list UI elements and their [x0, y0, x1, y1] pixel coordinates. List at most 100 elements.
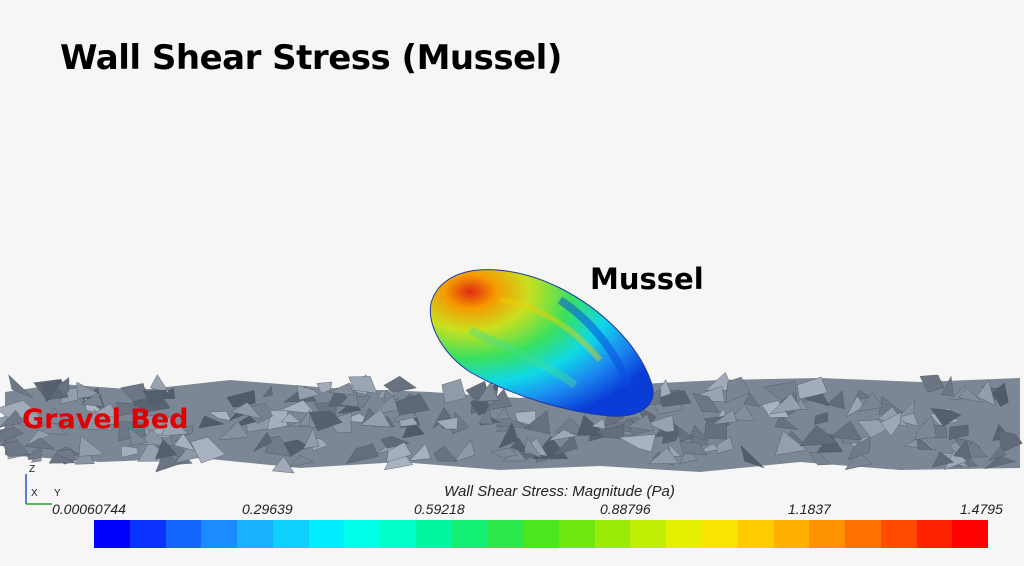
colorbar-tick: 0.88796: [600, 501, 651, 517]
gravel-facet: [769, 393, 802, 415]
colorbar-swatch: [523, 520, 559, 548]
gravel-facet: [271, 455, 295, 474]
gravel-facet: [692, 392, 720, 413]
gravel-facet: [173, 432, 196, 451]
gravel-facet: [844, 451, 873, 471]
gravel-facet: [190, 436, 226, 464]
gravel-facet: [728, 404, 756, 422]
colorbar-swatch: [272, 520, 309, 548]
gravel-bed-label: Gravel Bed: [22, 404, 189, 435]
gravel-facet: [897, 399, 916, 418]
gravel-facet: [436, 417, 459, 430]
gravel-facet: [116, 402, 148, 417]
gravel-facet: [78, 409, 115, 431]
colorbar-swatch: [809, 520, 846, 548]
colorbar-swatch: [630, 520, 667, 548]
gravel-facet: [679, 441, 708, 455]
gravel-facet: [930, 408, 962, 427]
gravel-facet: [523, 410, 551, 435]
colorbar-swatch: [702, 520, 738, 548]
colorbar-swatch: [916, 520, 953, 548]
gravel-facet: [774, 430, 808, 456]
gravel-facet: [46, 407, 68, 424]
gravel-facet: [914, 415, 937, 441]
figure-title: Wall Shear Stress (Mussel): [60, 38, 562, 78]
gravel-facet: [78, 435, 105, 457]
colorbar-tick: 0.29639: [242, 501, 293, 517]
gravel-facet: [847, 436, 870, 460]
gravel-facet: [716, 436, 734, 454]
gravel-facet: [280, 412, 303, 424]
gravel-facet: [987, 445, 1006, 462]
colorbar-title: Wall Shear Stress: Magnitude (Pa): [444, 483, 675, 500]
gravel-facet: [142, 389, 168, 407]
gravel-facet: [478, 405, 494, 425]
gravel-facet: [469, 401, 488, 416]
colorbar: [94, 520, 989, 548]
gravel-facet: [230, 402, 263, 420]
gravel-facet: [253, 432, 273, 452]
gravel-facet: [916, 434, 934, 450]
gravel-facet: [953, 440, 972, 459]
gravel-facet: [289, 455, 315, 468]
colorbar-swatch: [94, 520, 130, 548]
colorbar-swatch: [237, 520, 273, 548]
gravel-facet: [992, 382, 1009, 407]
gravel-facet: [399, 417, 419, 427]
gravel-facet: [774, 415, 799, 430]
gravel-facet: [976, 379, 996, 407]
gravel-facet: [476, 381, 499, 402]
gravel-facet: [2, 440, 31, 458]
gravel-facet: [826, 390, 845, 410]
gravel-facet: [348, 376, 378, 394]
axis-z-label: Z: [29, 464, 36, 475]
gravel-facet: [808, 451, 832, 466]
gravel-facet: [441, 378, 467, 404]
gravel-facet: [198, 415, 225, 429]
colorbar-tick: 1.4795: [960, 501, 1003, 517]
gravel-facet: [120, 445, 139, 458]
gravel-facet: [120, 383, 148, 402]
gravel-facet: [880, 411, 902, 437]
gravel-facet: [296, 384, 320, 401]
gravel-facet: [948, 424, 969, 441]
gravel-facet: [402, 417, 425, 439]
gravel-facet: [626, 414, 655, 432]
gravel-facet: [56, 377, 70, 397]
gravel-facet: [11, 411, 46, 429]
gravel-facet: [383, 375, 417, 393]
axis-y-label: Y: [54, 488, 61, 499]
gravel-facet: [498, 422, 519, 449]
gravel-facet: [857, 392, 884, 412]
gravel-facet: [829, 420, 863, 441]
gravel-facet: [328, 382, 355, 396]
colorbar-swatch: [487, 520, 524, 548]
gravel-facet: [648, 447, 680, 465]
gravel-facet: [262, 385, 273, 398]
colorbar-tick: 0.00060744: [52, 501, 126, 517]
gravel-facet: [547, 429, 578, 442]
axes-triad: Z X Y: [18, 462, 68, 517]
gravel-facet: [523, 436, 543, 459]
gravel-facet: [997, 429, 1023, 453]
gravel-facet: [725, 376, 751, 404]
colorbar-swatch: [201, 520, 238, 548]
axis-x-label: X: [31, 488, 38, 499]
gravel-facet: [552, 434, 578, 457]
gravel-facet: [161, 416, 189, 437]
gravel-facet: [676, 425, 694, 443]
colorbar-tick: 1.1837: [788, 501, 831, 517]
gravel-facet: [303, 428, 320, 449]
gravel-facet: [208, 410, 232, 421]
gravel-facet: [345, 443, 379, 464]
colorbar-swatch: [415, 520, 452, 548]
gravel-facet: [386, 442, 413, 463]
gravel-facet: [618, 434, 656, 453]
colorbar-swatch: [344, 520, 381, 548]
gravel-facet: [218, 420, 249, 441]
gravel-facet: [845, 395, 865, 418]
gravel-facet: [359, 408, 391, 428]
gravel-facet: [931, 451, 955, 468]
gravel-facet: [712, 409, 737, 425]
